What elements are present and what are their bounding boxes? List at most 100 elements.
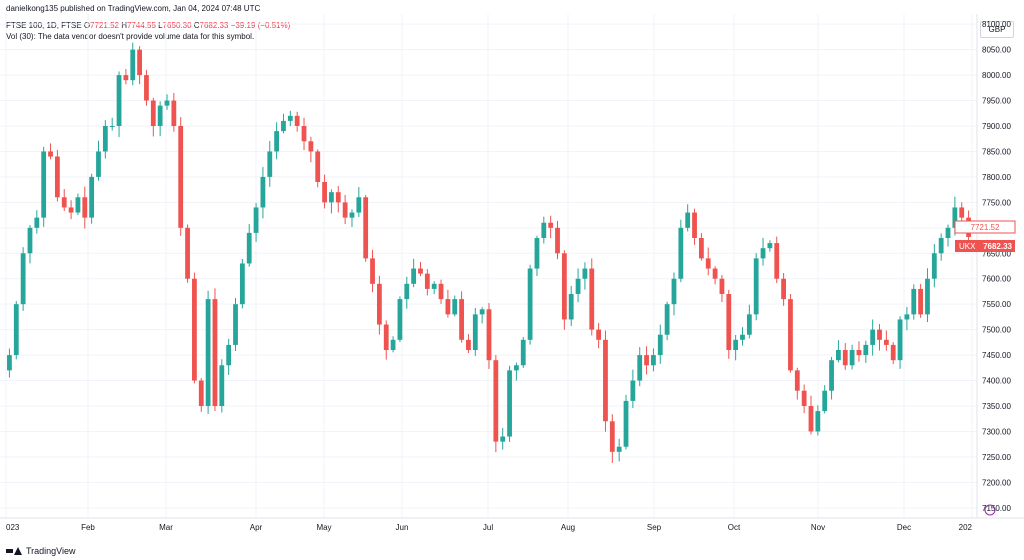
candle[interactable]	[877, 324, 882, 351]
candle[interactable]	[349, 209, 355, 227]
candle[interactable]	[260, 167, 266, 219]
candle[interactable]	[171, 92, 177, 132]
candle[interactable]	[651, 348, 656, 372]
candle[interactable]	[589, 258, 595, 336]
candle[interactable]	[308, 136, 314, 163]
candle[interactable]	[267, 140, 273, 187]
candle[interactable]	[281, 113, 286, 134]
candle[interactable]	[41, 146, 47, 227]
candle[interactable]	[185, 224, 190, 283]
candle[interactable]	[383, 320, 389, 360]
candle[interactable]	[404, 276, 410, 309]
candle[interactable]	[150, 97, 156, 137]
candle[interactable]	[692, 208, 697, 245]
candle[interactable]	[376, 275, 382, 335]
candle[interactable]	[534, 235, 540, 277]
candle[interactable]	[329, 189, 334, 214]
candle[interactable]	[445, 289, 451, 318]
candle[interactable]	[890, 342, 896, 365]
candle[interactable]	[13, 301, 19, 360]
candle[interactable]	[568, 285, 574, 327]
candle[interactable]	[198, 378, 204, 412]
candle[interactable]	[48, 143, 53, 160]
candle[interactable]	[705, 247, 711, 276]
candle[interactable]	[541, 216, 547, 244]
candle[interactable]	[157, 101, 163, 137]
candle[interactable]	[390, 336, 396, 353]
candle[interactable]	[856, 341, 862, 362]
candle[interactable]	[370, 249, 375, 293]
candle[interactable]	[623, 394, 629, 450]
candle[interactable]	[945, 224, 951, 247]
candle[interactable]	[466, 334, 471, 354]
candle[interactable]	[27, 225, 33, 264]
candle[interactable]	[582, 262, 588, 290]
candle[interactable]	[294, 111, 300, 132]
candle[interactable]	[938, 233, 944, 261]
candle[interactable]	[774, 236, 780, 284]
candle[interactable]	[712, 266, 718, 285]
candle[interactable]	[116, 71, 122, 138]
candle[interactable]	[760, 237, 766, 266]
candle[interactable]	[863, 340, 869, 363]
candle[interactable]	[301, 117, 307, 151]
candle[interactable]	[192, 272, 197, 384]
candle[interactable]	[527, 264, 533, 345]
candle[interactable]	[34, 210, 40, 234]
candle[interactable]	[233, 298, 238, 351]
candle[interactable]	[616, 438, 622, 462]
currency-button[interactable]: GBP	[980, 21, 1014, 38]
candle[interactable]	[548, 215, 554, 239]
candle[interactable]	[356, 187, 362, 218]
candle[interactable]	[226, 338, 232, 375]
candle[interactable]	[657, 324, 663, 364]
candle[interactable]	[726, 289, 732, 359]
candle[interactable]	[671, 272, 677, 316]
candle[interactable]	[322, 174, 327, 209]
candle[interactable]	[507, 365, 512, 442]
candle[interactable]	[479, 307, 485, 324]
candle[interactable]	[431, 281, 437, 295]
candle[interactable]	[870, 319, 876, 356]
candle[interactable]	[205, 290, 211, 414]
candle[interactable]	[911, 284, 917, 320]
candle[interactable]	[68, 200, 74, 220]
candle[interactable]	[767, 240, 773, 252]
candle[interactable]	[418, 261, 423, 277]
candle[interactable]	[883, 330, 889, 351]
candle[interactable]	[801, 384, 807, 414]
candle[interactable]	[788, 294, 793, 373]
candle[interactable]	[575, 268, 581, 303]
candle[interactable]	[822, 385, 828, 414]
candle[interactable]	[239, 258, 245, 309]
candle[interactable]	[609, 414, 615, 463]
candle[interactable]	[644, 346, 649, 375]
candle[interactable]	[212, 288, 218, 412]
candle[interactable]	[486, 303, 492, 369]
candle[interactable]	[685, 204, 691, 232]
candle[interactable]	[630, 369, 636, 409]
candle[interactable]	[130, 42, 136, 86]
candle[interactable]	[829, 356, 834, 400]
candle[interactable]	[931, 243, 937, 288]
candle[interactable]	[164, 94, 170, 110]
candle[interactable]	[719, 275, 725, 303]
candle[interactable]	[274, 122, 280, 160]
candle[interactable]	[397, 296, 403, 343]
candle[interactable]	[54, 149, 60, 202]
candle[interactable]	[664, 301, 670, 341]
candle[interactable]	[75, 193, 81, 216]
candle[interactable]	[561, 250, 567, 330]
candle[interactable]	[438, 279, 444, 304]
symbol-name[interactable]: FTSE 100, 1D, FTSE	[6, 21, 82, 30]
candle[interactable]	[82, 186, 88, 229]
candle[interactable]	[123, 68, 129, 85]
candle[interactable]	[246, 224, 252, 267]
candle[interactable]	[746, 304, 752, 339]
candle[interactable]	[897, 316, 903, 369]
candle[interactable]	[603, 330, 608, 432]
candle[interactable]	[794, 367, 800, 400]
candle[interactable]	[178, 117, 184, 236]
candle[interactable]	[520, 337, 526, 368]
